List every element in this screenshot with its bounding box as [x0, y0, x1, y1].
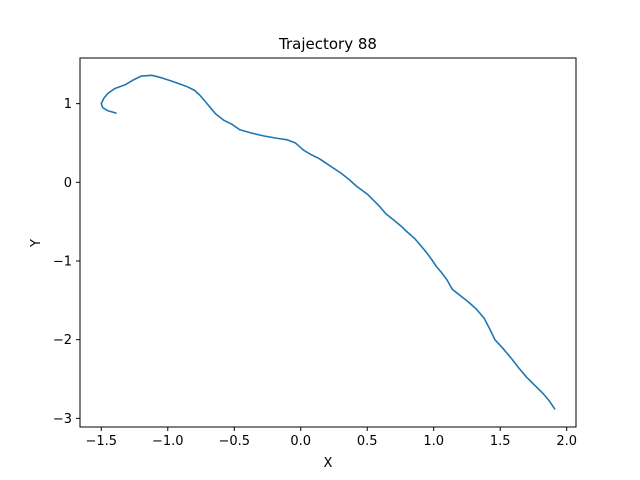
trajectory-line-0 [100, 74, 556, 410]
x-tick-label: −1.0 [152, 434, 184, 449]
x-tick-label: 0.0 [290, 434, 311, 449]
x-axis-label: X [324, 456, 333, 471]
y-tick-label: −1 [53, 254, 72, 269]
chart-title: Trajectory 88 [278, 35, 377, 53]
x-tick-label: −1.5 [85, 434, 117, 449]
y-tick-label: −3 [53, 412, 72, 427]
y-tick-label: 0 [64, 176, 72, 191]
y-axis-label: Y [29, 239, 44, 248]
plot-area [100, 74, 556, 410]
y-tick-label: 1 [64, 97, 72, 112]
x-tick-label: −0.5 [218, 434, 250, 449]
axes-frame [79, 57, 577, 428]
x-tick-label: 2.0 [556, 434, 577, 449]
x-tick-label: 0.5 [357, 434, 378, 449]
x-axis: −1.5 −1.0 −0.5 0.0 0.5 1.0 1.5 2.0 [85, 427, 577, 449]
y-axis: −3 −2 −1 0 1 [53, 97, 80, 427]
x-tick-label: 1.0 [423, 434, 444, 449]
y-tick-label: −2 [53, 333, 72, 348]
x-tick-label: 1.5 [490, 434, 511, 449]
